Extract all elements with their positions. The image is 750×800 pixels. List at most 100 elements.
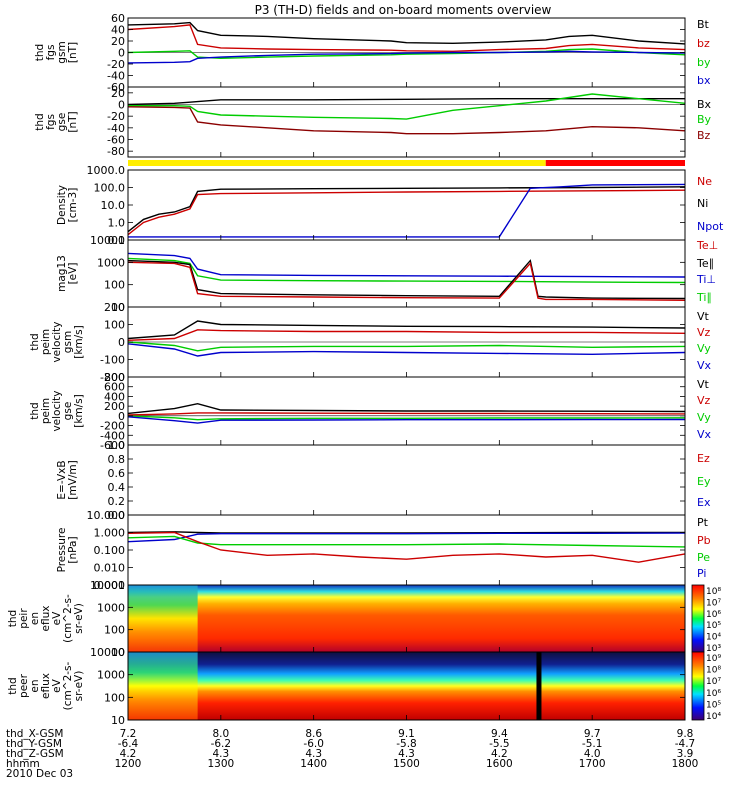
ephemeris-value: 4.3 — [305, 748, 322, 760]
spectrogram-early-eflux_ion — [128, 585, 198, 652]
legend-entry: By — [697, 113, 712, 126]
legend-entry: by — [697, 56, 711, 69]
spectrogram-eflux_elec — [128, 652, 685, 720]
ephemeris-value: -6.2 — [211, 738, 232, 750]
panel-fgs_gse: 200-20-40-60-80 thd fgs gse [nT] Bx By Bz — [34, 86, 712, 158]
y-axis-label-line: peim — [40, 398, 52, 424]
ephemeris-value: 1200 — [115, 758, 142, 770]
ephemeris-value: -5.1 — [582, 738, 603, 750]
y-tick-label: -20 — [107, 58, 125, 71]
y-axis-label-line: [km/s] — [73, 394, 85, 428]
ephemeris-value: 1400 — [300, 758, 327, 770]
panel-frame — [127, 169, 686, 241]
y-axis-label-line: peim — [40, 329, 52, 355]
y-tick-label: 10000 — [90, 234, 125, 247]
chart-title: P3 (TH-D) fields and on-board moments ov… — [255, 3, 552, 17]
y-tick-label: 1.0 — [108, 439, 126, 452]
y-tick-label: 0.6 — [108, 467, 126, 480]
y-axis-label-line: [cm-3] — [67, 188, 79, 223]
colorbar-scale — [691, 584, 705, 653]
y-tick-label: 0 — [118, 410, 125, 423]
legend-entry: Te∥ — [696, 257, 714, 270]
legend-entry: Vt — [697, 310, 710, 323]
y-axis-label-line: velocity — [51, 390, 63, 431]
y-tick-label: 10000 — [90, 579, 125, 592]
series-fgs_gsm-bx — [127, 50, 686, 64]
colorbar-scale — [691, 651, 705, 721]
ephemeris-value: 4.3 — [212, 748, 229, 760]
panel-frame — [127, 514, 686, 586]
y-axis-label-line: thd — [34, 44, 46, 61]
series-density-Npot — [128, 183, 686, 238]
y-tick-label: 10 — [111, 301, 125, 314]
ephemeris-value: 1300 — [207, 758, 234, 770]
ephemeris-value: 4.0 — [584, 748, 601, 760]
series-pressure-Pe — [127, 535, 686, 548]
y-axis-label-fgs_gse: thd fgs gse [nT] — [34, 111, 79, 132]
ephemeris-value: -4.7 — [675, 738, 696, 750]
legend-entry: Bz — [697, 129, 711, 142]
y-tick-label: 10000 — [90, 646, 125, 659]
y-tick-label: 10 — [111, 714, 125, 727]
y-axis-label-line: Density — [56, 185, 68, 225]
y-axis-label-line: [nT] — [67, 111, 79, 132]
y-axis-label-line: sr-eV) — [73, 671, 85, 702]
ephemeris-value: 1700 — [579, 758, 606, 770]
y-axis-label-eflux_elec: thd peer en eflux eV (cm^2-s-sr-eV) — [7, 661, 85, 710]
panel-temp: 10000 1000 100 10 mag13 [eV] Te⊥ Te∥ Ti⊥ Ti∥ — [56, 234, 718, 314]
y-axis-label-line: en — [29, 679, 41, 692]
data-gap-bar — [536, 652, 542, 720]
ephemeris-date: 2010 Dec 03 — [6, 768, 73, 780]
y-axis-label-velocity_gse: thd peim velocity gse [km/s] — [29, 390, 85, 431]
y-tick-label: 20 — [111, 87, 125, 100]
y-axis-label-velocity_gsm: thd peim velocity gsm [km/s] — [29, 321, 85, 362]
y-tick-label: 200 — [104, 301, 125, 314]
y-axis-label-line: fgs — [45, 114, 57, 130]
ephemeris-row-label: thd_Y-GSM — [6, 738, 62, 750]
colorbar-tick-label: 10⁶ — [706, 610, 721, 620]
series-velocity_gsm-Vx — [127, 343, 686, 357]
y-axis-label-line: eV — [51, 611, 63, 625]
y-axis-label-line: eV — [51, 678, 63, 692]
y-tick-label: -600 — [100, 439, 125, 452]
y-axis-label-line: (cm^2-s- — [62, 661, 74, 710]
y-tick-label: 100 — [104, 279, 125, 292]
y-tick-label: 40 — [111, 24, 125, 37]
legend-entry: Vx — [697, 359, 712, 372]
legend-entry: Pe — [697, 551, 710, 564]
y-axis-label-line: peer — [18, 673, 30, 698]
series-velocity_gse-Vy — [127, 415, 686, 421]
legend-entry: Ti∥ — [696, 291, 712, 304]
y-tick-label: 1000 — [97, 601, 125, 614]
y-tick-label: 1000.0 — [87, 164, 126, 177]
ephemeris-value: 1500 — [393, 758, 420, 770]
ephemeris-value: 4.2 — [120, 748, 137, 760]
y-axis-label-eflux_ion: thd peir en eflux eV (cm^2-s-sr-eV) — [7, 594, 85, 643]
y-tick-label: 100 — [104, 319, 125, 332]
y-tick-label: 200 — [104, 400, 125, 413]
y-tick-label: 60 — [111, 12, 125, 25]
y-tick-label: -200 — [100, 371, 125, 384]
series-temp-Te∥ — [127, 259, 686, 300]
ephemeris-value: 9.8 — [677, 728, 694, 740]
ephemeris-row-label: thd_X-GSM — [6, 728, 63, 740]
series-temp-Ti⊥ — [127, 252, 686, 278]
colorbar-tick-label: 10⁵ — [706, 700, 721, 710]
ephemeris-table: thd_X-GSM 7.2 8.0 8.6 9.1 9.4 9.7 9.8 thd_Y-GSM -… — [6, 728, 698, 780]
series-velocity_gse-Vt — [127, 402, 686, 415]
legend-entry: Ez — [697, 452, 710, 465]
y-tick-label: -80 — [107, 145, 125, 158]
ephemeris-value: 7.2 — [120, 728, 137, 740]
y-tick-label: -200 — [100, 420, 125, 433]
legend-entry: bx — [697, 74, 711, 87]
y-tick-label: 0.100 — [94, 544, 126, 557]
ephemeris-value: 9.4 — [491, 728, 508, 740]
y-axis-label-line: gse — [62, 402, 74, 421]
colorbar-tick-label: 10⁸ — [706, 666, 721, 676]
ephemeris-value: 1800 — [672, 758, 699, 770]
series-fgs_gsm-Bt — [127, 21, 686, 45]
